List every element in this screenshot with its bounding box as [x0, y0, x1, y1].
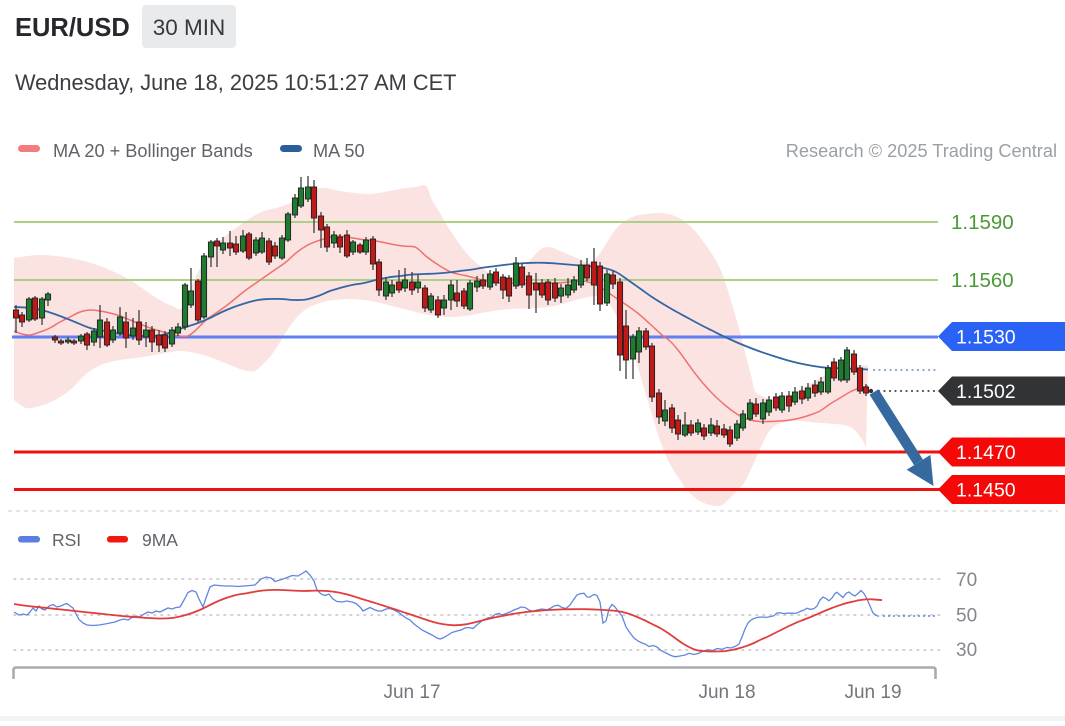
- svg-text:Jun 18: Jun 18: [698, 682, 755, 703]
- svg-text:1.1590: 1.1590: [951, 211, 1014, 234]
- svg-text:50: 50: [956, 606, 977, 627]
- svg-text:9MA: 9MA: [142, 530, 178, 550]
- svg-text:30: 30: [956, 640, 977, 661]
- svg-text:70: 70: [956, 570, 977, 591]
- svg-text:1.1560: 1.1560: [951, 269, 1014, 292]
- svg-text:1.1502: 1.1502: [956, 381, 1016, 403]
- svg-text:1.1450: 1.1450: [956, 480, 1016, 502]
- svg-text:EUR/USD: EUR/USD: [15, 14, 130, 42]
- svg-text:MA 50: MA 50: [313, 141, 365, 161]
- svg-text:1.1470: 1.1470: [956, 442, 1016, 464]
- svg-text:30 MIN: 30 MIN: [153, 15, 226, 40]
- svg-text:1.1530: 1.1530: [956, 327, 1016, 349]
- svg-text:RSI: RSI: [52, 530, 81, 550]
- svg-text:Wednesday, June 18, 2025 10:51: Wednesday, June 18, 2025 10:51:27 AM CET: [15, 70, 456, 95]
- svg-text:Research © 2025 Trading Centra: Research © 2025 Trading Central: [786, 141, 1057, 161]
- svg-text:MA 20 + Bollinger Bands: MA 20 + Bollinger Bands: [53, 141, 253, 161]
- svg-text:Jun 17: Jun 17: [383, 682, 440, 703]
- svg-text:Jun 19: Jun 19: [844, 682, 901, 703]
